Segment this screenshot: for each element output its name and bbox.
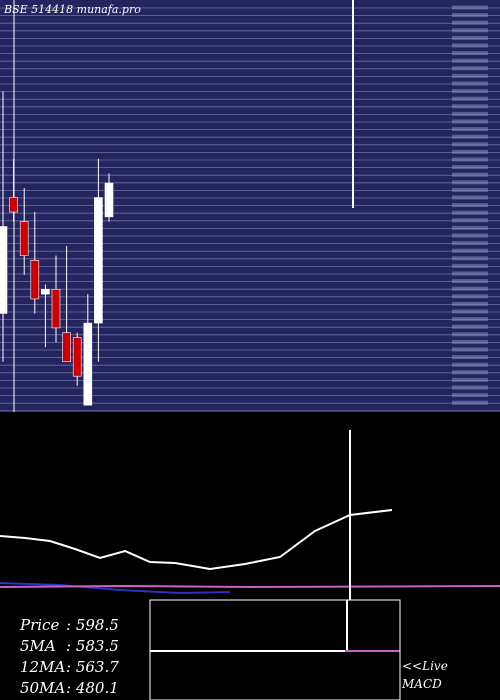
- axis-tick-label: [452, 370, 488, 375]
- axis-tick-label: [452, 233, 488, 238]
- axis-tick-label: [452, 218, 488, 223]
- axis-tick-label: [452, 347, 488, 352]
- axis-tick-label: [452, 225, 488, 230]
- axis-tick-label: [452, 294, 488, 299]
- axis-tick-label: [452, 400, 488, 405]
- candle-body: [30, 260, 40, 300]
- axis-tick-label: [452, 43, 488, 48]
- axis-tick-label: [452, 339, 488, 344]
- axis-tick-label: [452, 180, 488, 185]
- axis-tick-label: [452, 28, 488, 33]
- axis-tick-label: [452, 187, 488, 192]
- stat-value: : 583.5: [66, 637, 119, 655]
- signal-line: [0, 584, 500, 589]
- axis-tick-label: [452, 35, 488, 40]
- axis-tick-label: [452, 256, 488, 261]
- price-axis-ticks: [452, 5, 488, 405]
- candle-body: [83, 322, 93, 406]
- stat-value: : 480.1: [66, 679, 119, 697]
- axis-tick-label: [452, 301, 488, 306]
- axis-tick-label: [452, 66, 488, 71]
- axis-tick-label: [452, 279, 488, 284]
- axis-tick-label: [452, 317, 488, 322]
- axis-tick-label: [452, 286, 488, 291]
- axis-tick-label: [452, 241, 488, 246]
- stat-label: 12MA: [20, 658, 65, 676]
- candles: [0, 91, 114, 406]
- stat-value: : 563.7: [66, 658, 119, 676]
- macd-line: [0, 509, 393, 571]
- axis-tick-label: [452, 263, 488, 268]
- axis-tick-label: [452, 51, 488, 56]
- candle-body: [94, 197, 103, 324]
- axis-tick-label: [452, 248, 488, 253]
- candle-body: [0, 226, 8, 314]
- stat-label: 50MA: [20, 679, 65, 697]
- axis-tick-label: [452, 157, 488, 162]
- axis-tick-label: [452, 332, 488, 337]
- axis-tick-label: [452, 81, 488, 86]
- axis-tick-label: [452, 309, 488, 314]
- axis-tick-label: [452, 362, 488, 367]
- chart-header: BSE 514418 munafa.pro: [3, 3, 141, 16]
- axis-tick-label: [452, 96, 488, 101]
- stat-label: 5MA: [20, 637, 56, 655]
- axis-tick-label: [452, 195, 488, 200]
- axis-tick-label: [452, 203, 488, 208]
- axis-tick-label: [452, 142, 488, 147]
- price-panel: [0, 0, 500, 412]
- axis-tick-label: [452, 73, 488, 78]
- axis-tick-label: [452, 58, 488, 63]
- axis-tick-label: [452, 385, 488, 390]
- axis-tick-label: [452, 165, 488, 170]
- axis-tick-label: [452, 20, 488, 25]
- stat-value: : 598.5: [66, 616, 119, 634]
- macd-panel: [0, 509, 500, 595]
- axis-tick-label: [452, 172, 488, 177]
- macd-label: MACD: [401, 677, 442, 691]
- candle-body: [72, 337, 82, 377]
- stat-label: Price: [19, 616, 59, 634]
- axis-tick-label: [452, 393, 488, 398]
- candle-body: [62, 332, 71, 363]
- axis-tick-label: [452, 119, 488, 124]
- axis-tick-label: [452, 271, 488, 276]
- axis-tick-label: [452, 377, 488, 382]
- axis-tick-label: [452, 111, 488, 116]
- overlay: [149, 0, 401, 700]
- candle-body: [104, 182, 114, 218]
- axis-tick-label: [452, 134, 488, 139]
- candle-body: [9, 197, 18, 213]
- axis-tick-label: [452, 13, 488, 18]
- axis-tick-label: [452, 324, 488, 329]
- axis-tick-label: [452, 149, 488, 154]
- axis-tick-label: [452, 104, 488, 109]
- axis-tick-label: [452, 355, 488, 360]
- axis-tick-label: [452, 210, 488, 215]
- blue-series-line: [0, 582, 231, 595]
- candle-body: [41, 288, 50, 295]
- info-box: [149, 599, 401, 700]
- candle-body: [51, 288, 61, 329]
- axis-tick-label: [452, 89, 488, 94]
- candle-body: [19, 221, 29, 256]
- axis-tick-label: [452, 5, 488, 10]
- axis-tick-label: [452, 127, 488, 132]
- live-label: <<Live: [402, 659, 448, 673]
